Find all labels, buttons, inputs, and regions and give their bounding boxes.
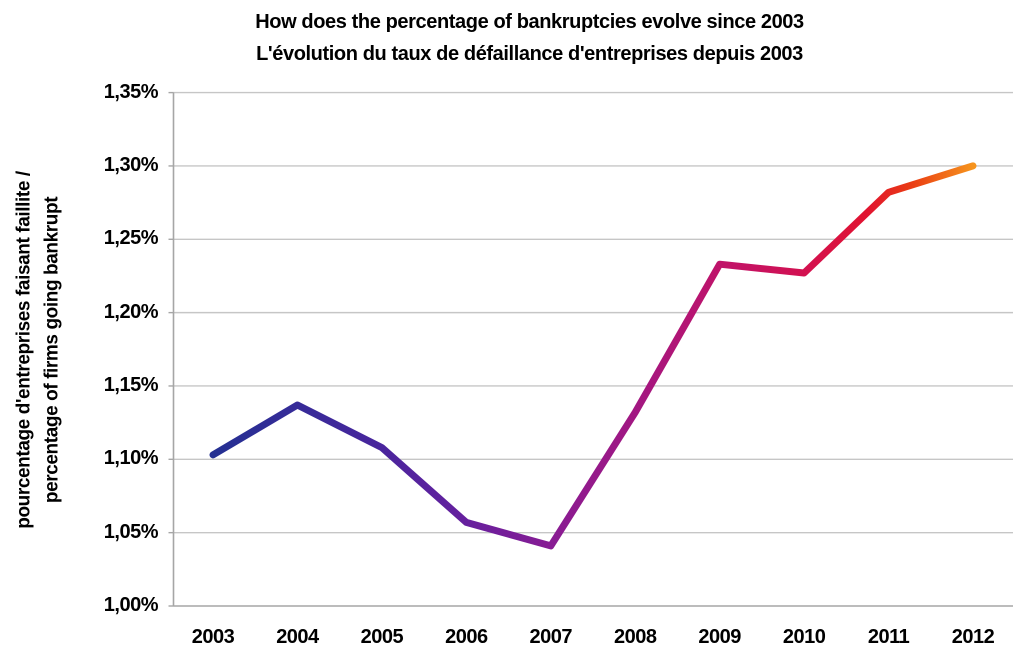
data-line xyxy=(209,162,977,550)
y-tick-label: 1,30% xyxy=(103,153,159,176)
y-tick-label: 1,15% xyxy=(103,373,159,396)
y-tick-label: 1,35% xyxy=(103,80,159,103)
x-tick-label: 2006 xyxy=(445,626,488,648)
x-tick-label: 2010 xyxy=(782,626,826,648)
chart-title-line-1: How does the percentage of bankruptcies … xyxy=(255,11,804,33)
x-tick-label: 2005 xyxy=(360,626,404,648)
chart-title: How does the percentage of bankruptcies … xyxy=(130,6,929,70)
x-tick-label: 2008 xyxy=(613,626,657,648)
x-tick-label: 2007 xyxy=(529,626,573,648)
chart-title-line-2: L'évolution du taux de défaillance d'ent… xyxy=(256,43,803,65)
y-tick-label: 1,00% xyxy=(103,594,159,616)
gridlines xyxy=(173,91,1013,534)
x-tick-label: 2003 xyxy=(191,626,235,648)
y-tick-label: 1,25% xyxy=(103,227,159,250)
y-tick-label: 1,20% xyxy=(103,300,159,323)
x-tick-label: 2004 xyxy=(276,626,319,648)
y-tick-label: 1,05% xyxy=(103,520,159,543)
axes xyxy=(168,91,1013,607)
y-tick-label: 1,10% xyxy=(103,447,159,470)
x-tick-label: 2009 xyxy=(698,626,741,648)
x-tick-label: 2011 xyxy=(867,626,910,648)
x-tick-label: 2012 xyxy=(951,626,995,648)
